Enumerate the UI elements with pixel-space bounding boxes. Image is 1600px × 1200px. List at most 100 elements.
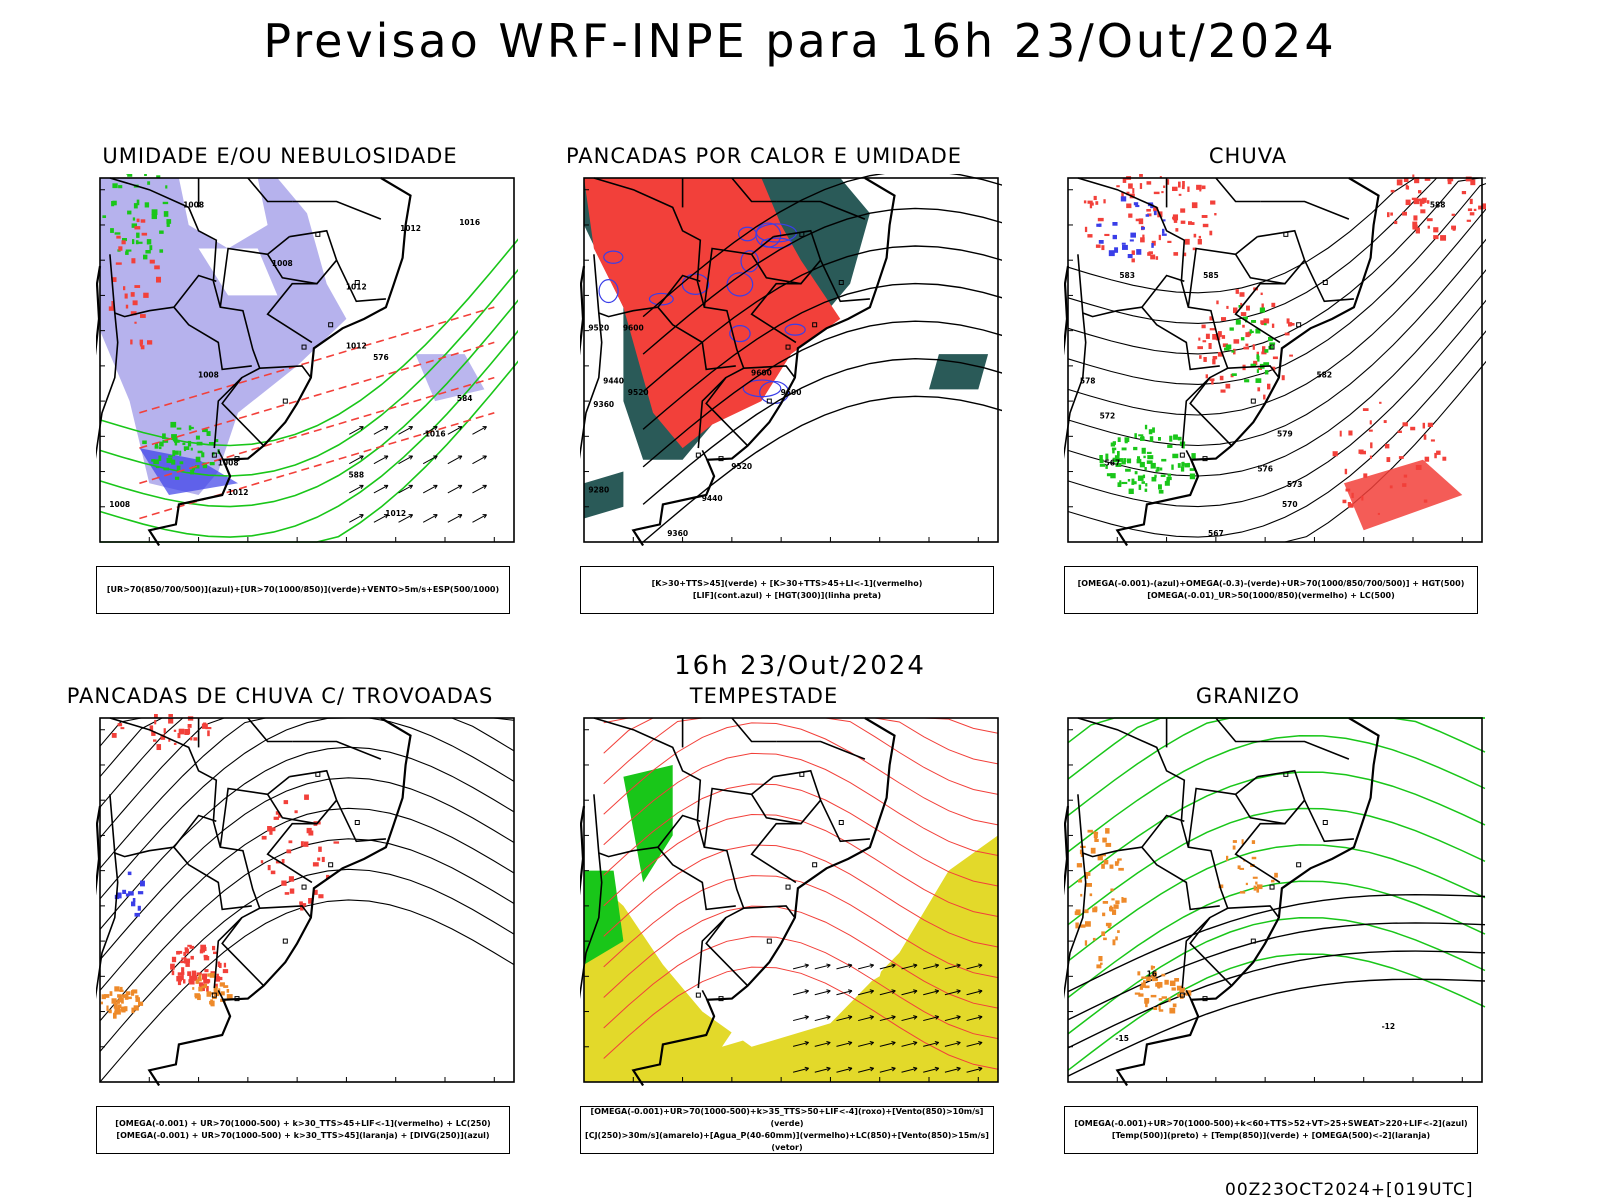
temp850-contour	[1067, 807, 1486, 926]
thunder-orange-speckle	[111, 998, 117, 1004]
city-marker	[1250, 938, 1256, 944]
rain-green-speckle	[1141, 447, 1146, 454]
panel-title: PANCADAS POR CALOR E UMIDADE	[565, 144, 963, 168]
city-marker	[211, 452, 217, 458]
thunder-red-speckle	[270, 827, 276, 832]
green-speckle	[122, 238, 127, 242]
thunder-red-speckle	[304, 794, 309, 800]
wind-vector	[349, 484, 364, 494]
city-marker	[1250, 398, 1256, 404]
contour-label: 9440	[702, 494, 723, 503]
omega-orange-speckle	[1122, 897, 1127, 903]
thunder-red-speckle	[281, 859, 285, 864]
panel-title: PANCADAS DE CHUVA C/ TROVOADAS	[66, 684, 494, 708]
contour-label: 582	[1316, 371, 1332, 380]
wind-vector	[472, 426, 487, 435]
streamline	[1068, 360, 1486, 543]
red-speckle	[131, 258, 136, 264]
green-speckle	[189, 426, 194, 429]
thunder-orange-speckle	[101, 994, 106, 1000]
thunder-red-speckle	[184, 958, 188, 964]
rain-red-speckle	[1470, 179, 1476, 186]
green-speckle	[112, 200, 117, 206]
wind-vector	[836, 990, 853, 996]
coastline-east	[1115, 717, 1380, 1086]
rain-red-speckle	[1427, 200, 1430, 204]
rain-green-speckle	[1131, 478, 1135, 484]
green-speckle	[162, 440, 169, 443]
rain-red-speckle	[1362, 408, 1369, 411]
omega-orange-speckle	[1179, 990, 1185, 994]
rain-green-speckle	[1115, 462, 1122, 467]
green-speckle	[190, 469, 195, 475]
streamline	[1067, 269, 1486, 477]
rain-red-speckle	[1261, 351, 1267, 355]
border-line	[1234, 769, 1306, 825]
wind-vector	[433, 514, 438, 519]
rain-red-speckle	[1390, 212, 1393, 216]
wind-vector	[359, 514, 364, 519]
rain-red-speckle	[1242, 324, 1245, 328]
coastline-west	[580, 805, 586, 896]
omega-orange-speckle	[1084, 940, 1088, 946]
rain-green-speckle	[1138, 484, 1142, 490]
wind-vector	[869, 989, 875, 994]
wind-vector	[408, 484, 414, 489]
rain-red-speckle	[1267, 383, 1271, 390]
rain-red-speckle	[1196, 184, 1202, 190]
divergence-blue-speckle	[117, 892, 122, 899]
thunder-orange-speckle	[207, 973, 210, 977]
omega-orange-speckle	[1117, 930, 1120, 933]
omega-orange-speckle	[1179, 987, 1185, 992]
omega-orange-speckle	[1103, 859, 1109, 865]
plot-frame	[1067, 177, 1483, 543]
convective-area-ocean	[929, 354, 989, 390]
rain-red-speckle	[1201, 185, 1206, 190]
omega-orange-speckle	[1096, 964, 1102, 969]
border-line	[1215, 717, 1261, 743]
lc850-streamline	[603, 813, 999, 917]
rain-red-speckle	[1205, 374, 1208, 379]
city-marker	[838, 280, 844, 286]
border-line	[657, 274, 701, 308]
thunder-red-speckle	[299, 901, 303, 905]
rain-green-speckle	[1264, 349, 1269, 353]
rain-red-speckle	[1214, 213, 1217, 216]
rain-red-speckle	[1180, 220, 1186, 224]
rain-red-speckle	[1191, 222, 1195, 225]
thunder-red-speckle	[203, 979, 210, 984]
rain-red-speckle	[1426, 218, 1433, 222]
thunder-orange-speckle	[119, 989, 124, 992]
thunder-orange-speckle	[109, 991, 113, 996]
border-line	[292, 740, 382, 760]
border-line	[593, 177, 749, 447]
rain-green-speckle	[1164, 480, 1170, 486]
thunder-orange-speckle	[118, 996, 123, 1003]
border-line	[109, 717, 265, 987]
rain-green-speckle	[1172, 453, 1179, 459]
legend-line-2: [OMEGA(-0.001) + UR>70(1000-500) + k>30_…	[116, 1131, 490, 1140]
rain-green-speckle	[1119, 480, 1122, 486]
rain-red-speckle	[1386, 457, 1391, 463]
omega-orange-speckle	[1115, 936, 1118, 941]
thunder-red-speckle	[154, 719, 157, 725]
green-speckle	[127, 210, 132, 215]
border-line	[114, 846, 175, 858]
rain-green-speckle	[1138, 434, 1144, 437]
rain-green-speckle	[1268, 337, 1273, 342]
lc850-streamline	[603, 936, 999, 1040]
rain-red-speckle	[1240, 312, 1247, 317]
rain-red-speckle	[1469, 212, 1475, 216]
border-line	[1141, 846, 1220, 911]
omega-orange-speckle	[1112, 939, 1116, 946]
rain-green-speckle	[1142, 474, 1146, 479]
green-speckle	[195, 435, 200, 440]
rain-red-speckle	[1461, 191, 1467, 195]
rain-red-speckle	[1140, 237, 1145, 243]
thunder-red-speckle	[318, 894, 324, 899]
border-line	[1141, 814, 1185, 848]
thunder-red-speckle	[213, 951, 218, 955]
omega-orange-speckle	[1169, 980, 1176, 987]
green-speckle	[136, 232, 140, 238]
border-line	[1187, 247, 1236, 308]
